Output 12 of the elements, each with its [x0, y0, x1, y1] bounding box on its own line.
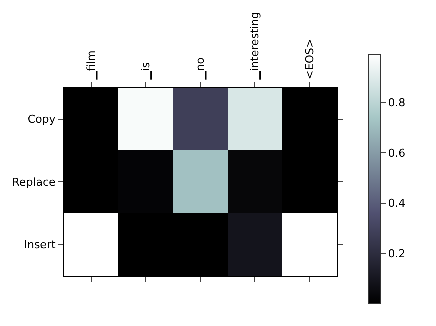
y-tick-label: Copy [28, 113, 56, 126]
color-bar-label: 0.2 [388, 247, 406, 260]
x-tick-label: <EOS> [303, 38, 316, 80]
x-tick-label: ▁is [139, 62, 152, 81]
y-tick-label: Insert [24, 238, 56, 252]
color-bar-label: 0.6 [388, 146, 406, 160]
color-bar-label: 0.8 [388, 96, 406, 110]
y-tick-label: Replace [12, 176, 56, 189]
color-bar-label: 0.4 [388, 197, 406, 210]
x-tick-label: ▁film [84, 50, 98, 81]
x-tick-label: ▁no [194, 57, 208, 81]
x-tick-label: ▁interesting [248, 12, 262, 81]
